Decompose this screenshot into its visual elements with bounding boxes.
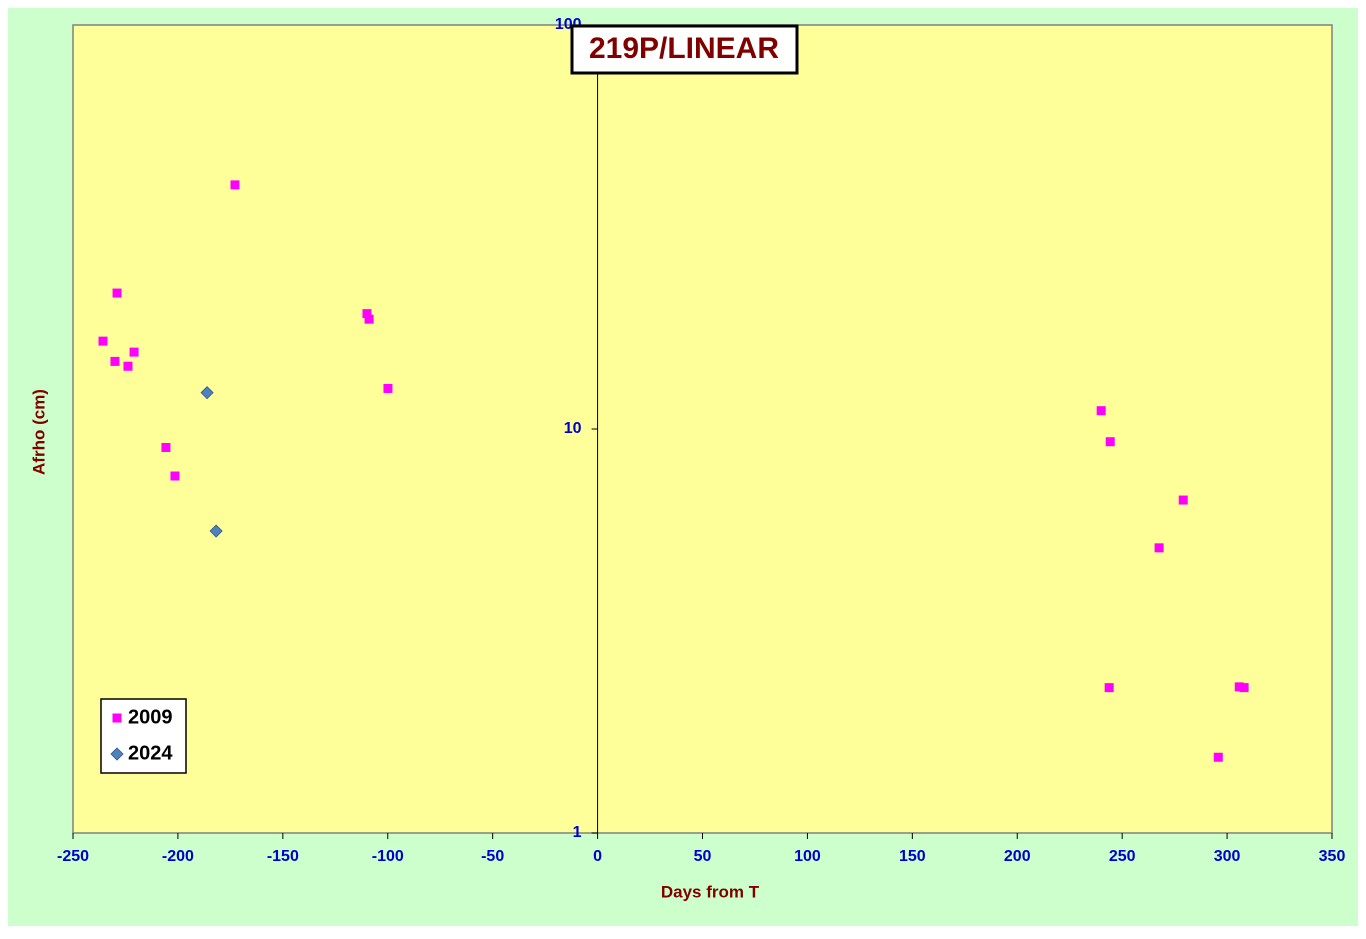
plot-area (72, 24, 1333, 834)
y-tick-label: 10 (564, 420, 582, 437)
x-tick-label: 50 (694, 848, 712, 865)
x-axis-label: Days from T (661, 882, 760, 901)
x-tick-label: 0 (593, 848, 602, 865)
data-point (362, 309, 372, 319)
data-point (1154, 543, 1164, 553)
data-point (129, 347, 139, 357)
y-tick-label: 1 (573, 824, 582, 841)
x-tick-label: 200 (1004, 848, 1031, 865)
data-point (1234, 682, 1244, 692)
data-point (364, 314, 374, 324)
data-point (209, 524, 223, 538)
data-point (1178, 495, 1188, 505)
x-tick-label: -150 (267, 848, 299, 865)
y-axis-label: Afrho (cm) (29, 389, 48, 475)
legend-label: 2009 (128, 706, 173, 728)
x-tick-label: 100 (794, 848, 821, 865)
data-point (1104, 683, 1114, 693)
legend-marker (110, 747, 124, 761)
legend-box (100, 698, 187, 774)
x-tick-label: 150 (899, 848, 926, 865)
data-point (170, 471, 180, 481)
title-box (570, 24, 799, 75)
data-point (1096, 406, 1106, 416)
data-point (1213, 752, 1223, 762)
chart-title: 219P/LINEAR (589, 32, 779, 65)
x-tick-label: 250 (1109, 848, 1136, 865)
data-point (110, 356, 120, 366)
x-tick-label: -50 (481, 848, 504, 865)
legend-marker (112, 713, 122, 723)
data-point (1105, 437, 1115, 447)
data-point (112, 288, 122, 298)
data-point (200, 386, 214, 400)
data-point (161, 442, 171, 452)
x-tick-label: 300 (1214, 848, 1241, 865)
data-point (383, 383, 393, 393)
data-point (230, 180, 240, 190)
legend-label: 2024 (128, 742, 173, 764)
data-point (123, 361, 133, 371)
x-tick-label: 350 (1319, 848, 1346, 865)
data-point (98, 336, 108, 346)
data-point (1239, 683, 1249, 693)
x-tick-label: -250 (57, 848, 89, 865)
x-tick-label: -200 (162, 848, 194, 865)
x-tick-label: -100 (372, 848, 404, 865)
